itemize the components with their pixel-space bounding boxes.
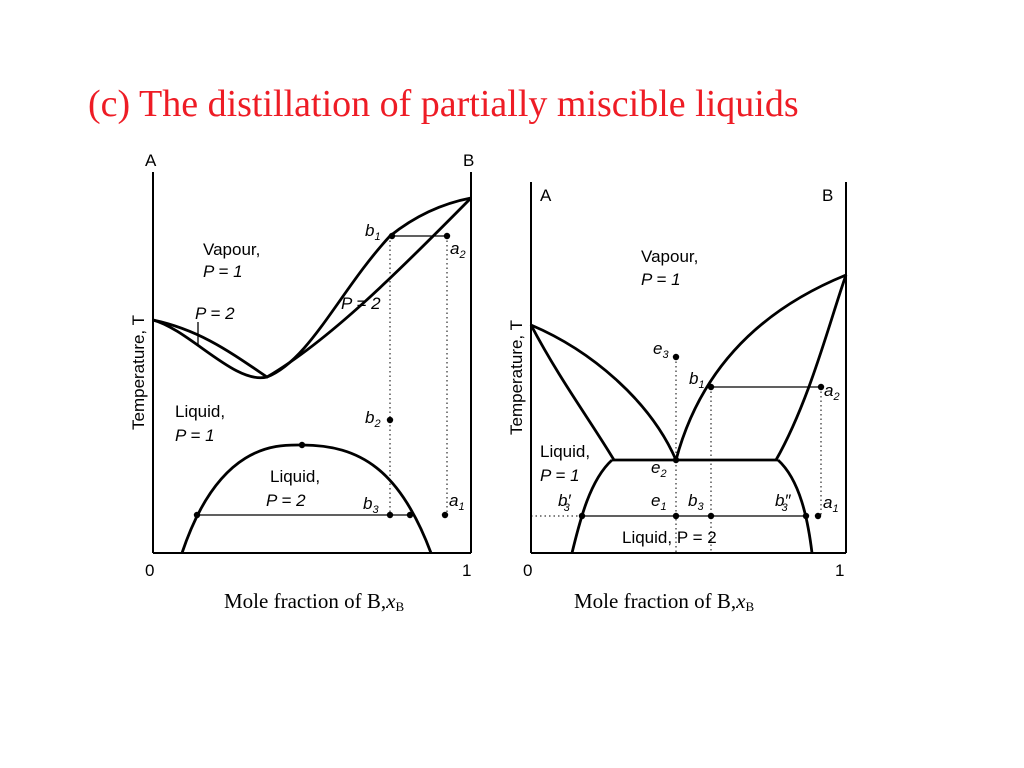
- left-x-max: 1: [462, 561, 471, 580]
- left-point-dome-right: [406, 511, 414, 519]
- left-vapour-label-2: P = 1: [203, 262, 243, 281]
- left-label-b1: b1: [365, 221, 381, 243]
- right-point-b3-prime: [578, 512, 586, 520]
- right-label-b3-prime: b′3: [558, 491, 571, 514]
- left-point-dome-left: [193, 511, 201, 519]
- right-label-a1: a1: [823, 493, 839, 515]
- right-point-e1: [672, 512, 680, 520]
- right-label-e1: e1: [651, 491, 667, 513]
- right-phase-diagram: A B 0 1 Temperature, T: [507, 182, 848, 580]
- right-point-a2: [817, 383, 825, 391]
- right-point-e3: [672, 353, 680, 361]
- right-y-axis-label: Temperature, T: [507, 320, 526, 435]
- left-y-axis-label: Temperature, T: [129, 315, 148, 430]
- left-label-a2: a2: [450, 239, 466, 261]
- right-solubility-right: [777, 458, 814, 554]
- right-label-b3-double-prime: b″3: [775, 491, 791, 514]
- right-solubility-left: [570, 458, 613, 554]
- right-boiling-curve-right: [774, 274, 848, 461]
- right-point-b1: [707, 383, 715, 391]
- left-point-a2: [443, 232, 451, 240]
- left-point-b1: [388, 232, 396, 240]
- right-label-b1: b1: [689, 369, 705, 391]
- right-boiling-curve-left: [529, 324, 616, 461]
- left-x-min: 0: [145, 561, 154, 580]
- left-corner-a: A: [145, 151, 157, 170]
- right-x-axis-caption: Mole fraction of B,xB: [574, 589, 755, 614]
- left-vapour-curve: [152, 196, 472, 380]
- right-point-b3: [707, 512, 715, 520]
- right-point-b3-double-prime: [802, 512, 810, 520]
- left-vapour-label-1: Vapour,: [203, 240, 260, 259]
- left-point-b2: [386, 416, 394, 424]
- left-label-a1: a1: [449, 491, 465, 513]
- left-point-dome-top: [298, 441, 306, 449]
- left-label-b2: b2: [365, 408, 381, 430]
- left-corner-b: B: [463, 151, 474, 170]
- left-point-b3: [386, 511, 394, 519]
- left-liquid2-label-1: Liquid,: [270, 467, 320, 486]
- right-label-e3: e3: [653, 339, 669, 361]
- left-miscibility-dome: [180, 443, 433, 554]
- right-vapour-label-1: Vapour,: [641, 247, 698, 266]
- slide-title: (c) The distillation of partially miscib…: [88, 83, 799, 125]
- left-phase-diagram: A B 0 1 Temperature, T Vapour, P = 1 P =…: [129, 151, 474, 580]
- right-label-e2: e2: [651, 458, 667, 480]
- left-x-axis-caption: Mole fraction of B,xB: [224, 589, 405, 614]
- left-liquid1-label-2: P = 1: [175, 426, 215, 445]
- left-label-b3: b3: [363, 494, 379, 516]
- left-point-a1: [441, 511, 449, 519]
- left-liquid2-label-2: P = 2: [266, 491, 306, 510]
- right-vapour-curve-left: [530, 323, 678, 461]
- right-point-e2: [672, 456, 680, 464]
- right-point-a1: [814, 512, 822, 520]
- right-vapour-label-2: P = 1: [641, 270, 681, 289]
- right-liquid2-label: Liquid, P = 2: [622, 528, 717, 547]
- left-p2-right-label: P = 2: [341, 294, 381, 313]
- right-x-max: 1: [835, 561, 844, 580]
- right-label-b3: b3: [688, 491, 704, 513]
- right-x-min: 0: [523, 561, 532, 580]
- right-liquid1-label-1: Liquid,: [540, 442, 590, 461]
- right-vapour-curve-right: [674, 273, 847, 461]
- right-liquid1-label-2: P = 1: [540, 466, 580, 485]
- right-label-a2: a2: [824, 381, 840, 403]
- left-boiling-curve: [152, 197, 472, 379]
- left-p2-label: P = 2: [195, 304, 235, 323]
- right-corner-b: B: [822, 186, 833, 205]
- left-liquid1-label-1: Liquid,: [175, 402, 225, 421]
- right-corner-a: A: [540, 186, 552, 205]
